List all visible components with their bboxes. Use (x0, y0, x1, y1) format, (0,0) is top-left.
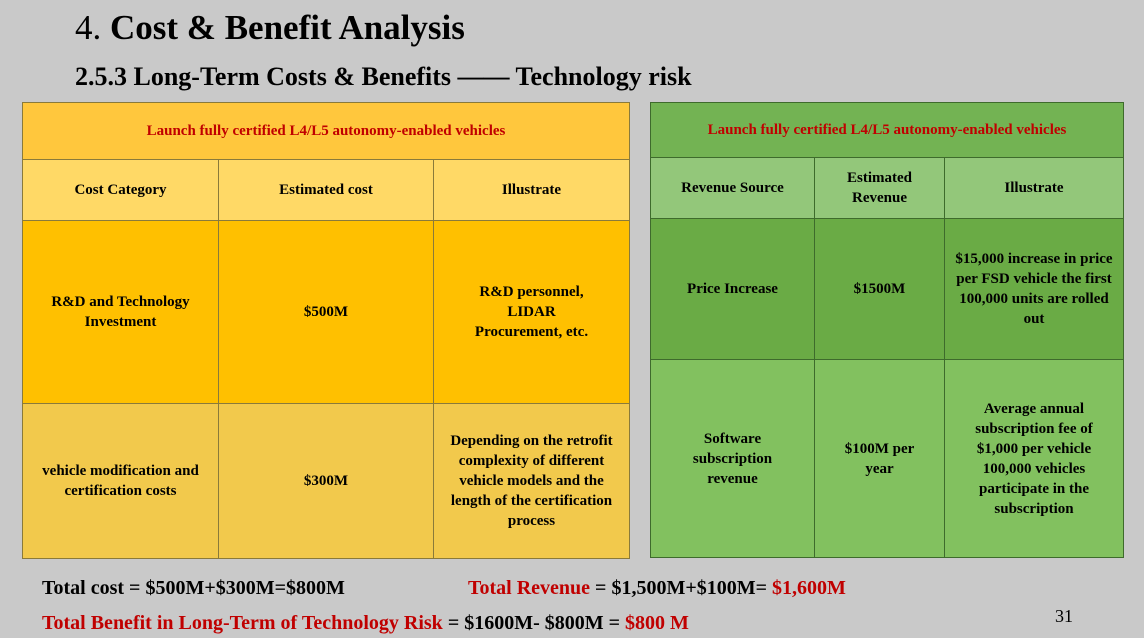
cost-column-header: Estimated cost (218, 159, 434, 221)
slide-subtitle: 2.5.3 Long-Term Costs & Benefits —— Tech… (75, 62, 692, 91)
table-row: Software subscription revenue $100M per … (650, 359, 1124, 558)
total-revenue: Total Revenue = $1,500M+$100M= $1,600M (468, 577, 846, 600)
revenue-value-cell: $1500M (814, 218, 945, 360)
cost-category-cell: R&D and Technology Investment (22, 220, 219, 404)
revenue-source-cell: Price Increase (650, 218, 815, 360)
revenue-column-header: Illustrate (944, 157, 1124, 219)
table-row: R&D and Technology Investment $500M R&D … (22, 220, 630, 404)
total-benefit-formula: = $1600M- $800M = (442, 612, 626, 634)
total-revenue-formula: = $1,500M+$100M= (590, 577, 772, 599)
cost-value-cell: $500M (218, 220, 434, 404)
total-revenue-value: $1,600M (772, 577, 846, 599)
title-number: 4. (75, 8, 102, 47)
table-row: Price Increase $1500M $15,000 increase i… (650, 218, 1124, 360)
title-text: Cost & Benefit Analysis (110, 8, 465, 47)
revenue-value-cell: $100M per year (814, 359, 945, 558)
total-benefit: Total Benefit in Long-Term of Technology… (42, 612, 689, 635)
cost-category-cell: vehicle modification and certification c… (22, 403, 219, 559)
cost-column-header: Cost Category (22, 159, 219, 221)
total-benefit-value: $800 M (625, 612, 689, 634)
cost-table-header: Launch fully certified L4/L5 autonomy-en… (22, 102, 630, 160)
cost-value-cell: $300M (218, 403, 434, 559)
revenue-illustrate-cell: Average annual subscription fee of $1,00… (944, 359, 1124, 558)
revenue-illustrate-cell: $15,000 increase in price per FSD vehicl… (944, 218, 1124, 360)
total-cost: Total cost = $500M+$300M=$800M (42, 577, 345, 599)
cost-table: Launch fully certified L4/L5 autonomy-en… (22, 102, 630, 559)
revenue-table: Launch fully certified L4/L5 autonomy-en… (650, 102, 1124, 558)
page-number: 31 (1055, 606, 1073, 626)
cost-column-header: Illustrate (433, 159, 630, 221)
total-benefit-label: Total Benefit in Long-Term of Technology… (42, 612, 443, 634)
cost-illustrate-cell: R&D personnel, LIDAR Procurement, etc. (433, 220, 630, 404)
cost-illustrate-cell: Depending on the retrofit complexity of … (433, 403, 630, 559)
revenue-source-cell: Software subscription revenue (650, 359, 815, 558)
revenue-table-header: Launch fully certified L4/L5 autonomy-en… (650, 102, 1124, 158)
revenue-column-header: Estimated Revenue (814, 157, 945, 219)
total-revenue-label: Total Revenue (468, 577, 591, 599)
table-row: vehicle modification and certification c… (22, 403, 630, 559)
slide-title: 4. Cost & Benefit Analysis (75, 8, 465, 48)
revenue-column-header: Revenue Source (650, 157, 815, 219)
